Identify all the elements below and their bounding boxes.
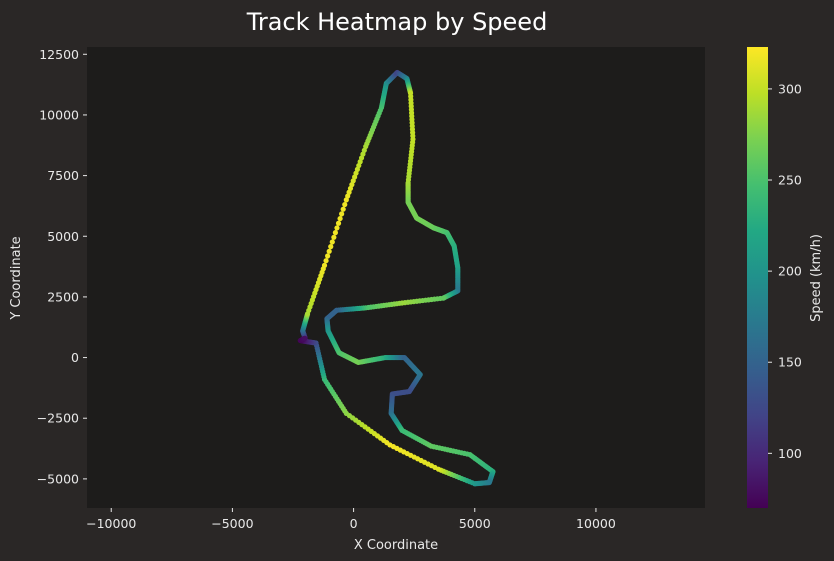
x-tick-label: −10000	[86, 516, 136, 531]
x-tick-label: 0	[350, 516, 358, 531]
track-point	[321, 262, 328, 268]
y-tick-label: −5000	[37, 471, 79, 486]
chart-title: Track Heatmap by Speed	[246, 8, 548, 36]
y-tick-label: 10000	[39, 107, 79, 122]
track-point	[323, 258, 329, 264]
track-point	[339, 211, 345, 217]
y-tick-label: 12500	[39, 47, 79, 62]
y-tick-label: −2500	[37, 411, 79, 426]
track-point	[342, 201, 348, 208]
track-point	[329, 239, 335, 245]
track-points	[297, 69, 496, 487]
x-tick-label: 10000	[576, 516, 616, 531]
plot-area	[87, 47, 705, 508]
colorbar-tick-label: 100	[778, 446, 802, 461]
track-point	[340, 206, 346, 212]
colorbar-label: Speed (km/h)	[809, 234, 824, 322]
colorbar-tick-label: 200	[778, 264, 802, 279]
track-point	[331, 234, 337, 240]
colorbar-tick-label: 250	[778, 173, 802, 188]
x-axis-label: X Coordinate	[354, 538, 438, 553]
track-point	[335, 220, 342, 226]
y-tick-label: 5000	[47, 229, 79, 244]
colorbar	[747, 47, 768, 508]
y-tick-label: 7500	[47, 168, 79, 183]
y-axis: −5000 −2500 0 2500 5000 7500 10000 12500	[37, 47, 87, 486]
track-point	[334, 225, 340, 231]
y-tick-label: 0	[71, 350, 79, 365]
x-tick-label: −5000	[211, 516, 253, 531]
track-point	[302, 335, 308, 341]
track-point	[337, 215, 343, 222]
x-axis: −10000 −5000 0 5000 10000	[86, 508, 616, 531]
track-point	[328, 244, 334, 250]
x-tick-label: 5000	[459, 516, 491, 531]
track-point	[326, 248, 332, 254]
colorbar-tick-label: 150	[778, 355, 802, 370]
track-point	[325, 253, 331, 259]
colorbar-tick-label: 300	[778, 81, 802, 96]
y-tick-label: 2500	[47, 289, 79, 304]
colorbar-ticks: 100 150 200 250 300	[768, 81, 802, 461]
track-point	[332, 230, 339, 236]
y-axis-label: Y Coordinate	[9, 236, 24, 320]
